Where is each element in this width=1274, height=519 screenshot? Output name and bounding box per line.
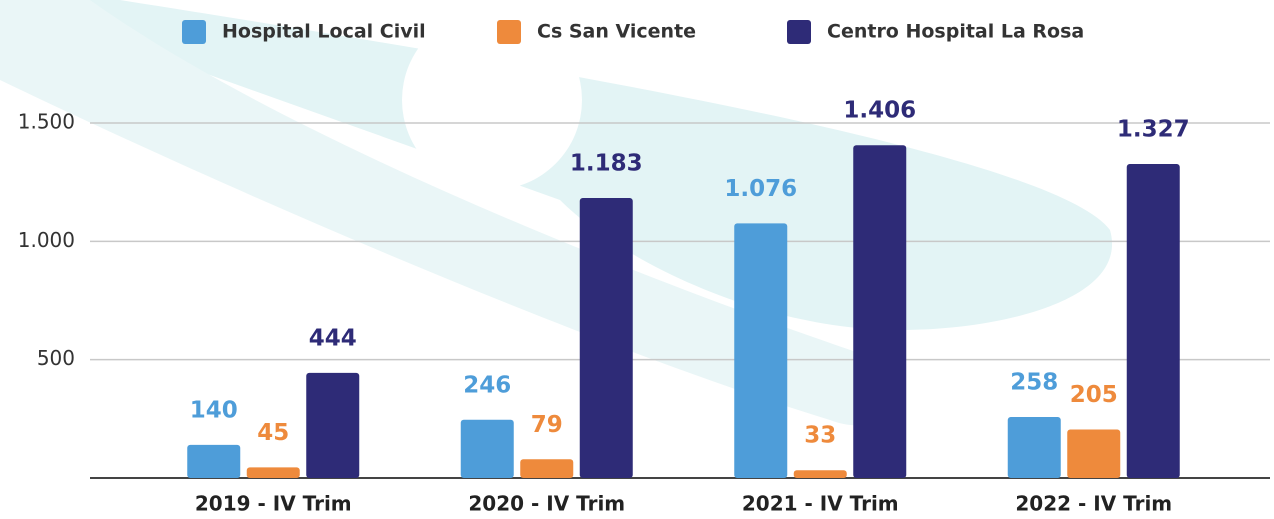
bar: [520, 459, 574, 478]
bar: [793, 470, 847, 478]
legend-swatch: [787, 20, 811, 44]
legend-label: Centro Hospital La Rosa: [827, 21, 1084, 43]
bar: [460, 419, 514, 478]
value-label: 1.183: [570, 151, 643, 177]
bar: [1067, 429, 1121, 478]
bar: [734, 223, 788, 478]
legend-label: Cs San Vicente: [537, 21, 696, 43]
y-tick-label: 1.500: [18, 110, 75, 134]
bar: [579, 198, 633, 479]
background-swoosh: [0, 0, 1113, 330]
value-label: 246: [463, 372, 511, 398]
value-label: 33: [804, 423, 836, 449]
bar: [1007, 416, 1061, 478]
legend-label: Hospital Local Civil: [222, 21, 426, 43]
bar: [853, 145, 907, 478]
background-swoosh: [0, 0, 901, 426]
value-label: 1.327: [1117, 116, 1190, 142]
value-label: 444: [309, 325, 357, 351]
legend-swatch: [182, 20, 206, 44]
y-tick-label: 500: [37, 346, 75, 370]
background-circle: [402, 10, 582, 190]
value-label: 258: [1010, 369, 1058, 395]
bar: [187, 444, 241, 478]
x-tick-label: 2022 - IV Trim: [1015, 492, 1172, 516]
value-label: 45: [257, 420, 289, 446]
x-tick-label: 2021 - IV Trim: [742, 492, 899, 516]
value-label: 140: [190, 397, 238, 423]
value-label: 205: [1070, 382, 1118, 408]
value-label: 1.406: [843, 98, 916, 124]
legend-swatch: [497, 20, 521, 44]
y-tick-label: 1.000: [18, 228, 75, 252]
value-label: 79: [531, 412, 563, 438]
bar: [1126, 163, 1180, 478]
x-tick-label: 2020 - IV Trim: [468, 492, 625, 516]
bar: [306, 372, 360, 478]
value-label: 1.076: [724, 176, 797, 202]
x-tick-label: 2019 - IV Trim: [195, 492, 352, 516]
bar: [246, 467, 300, 478]
